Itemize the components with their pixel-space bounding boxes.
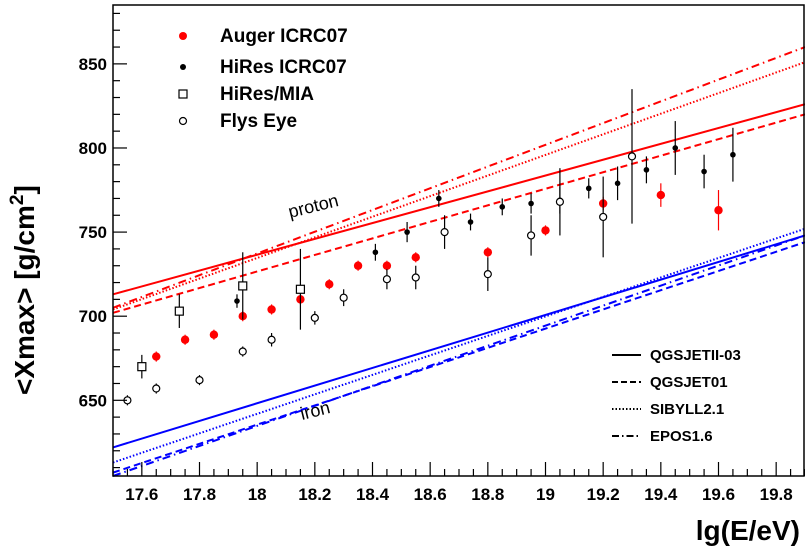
legend-auger-label: Auger ICRC07 — [220, 26, 348, 47]
data-point-auger — [267, 305, 276, 314]
legend-sibyll-label: SIBYLL2.1 — [650, 401, 724, 418]
legend-models: QGSJETII-03 QGSJET01 SIBYLL2.1 EPOS1.6 — [612, 347, 741, 445]
legend-qgsjet01-label: QGSJET01 — [650, 374, 728, 391]
data-point-hires — [499, 204, 506, 210]
x-tick-label: 19 — [536, 485, 555, 504]
data-points — [123, 89, 736, 406]
data-point-auger — [541, 226, 550, 235]
x-tick-label: 17.8 — [183, 485, 216, 504]
data-point-flyseye — [152, 384, 161, 393]
data-point-hires — [672, 145, 679, 151]
iron-annotation: iron — [298, 397, 332, 424]
legend-flyseye-label: Flys Eye — [220, 111, 297, 132]
data-point-auger — [209, 330, 219, 339]
proton-line-solid — [112, 103, 805, 296]
x-tick-label: 18.2 — [298, 485, 331, 504]
data-point-flyseye — [339, 293, 348, 302]
data-point-flyseye — [440, 227, 449, 237]
data-point-auger — [483, 248, 493, 257]
data-point-hiresmia — [174, 306, 184, 316]
legend-hiresmia-label: HiRes/MIA — [220, 84, 314, 105]
data-point-flyseye — [411, 273, 420, 282]
legend-hires-marker — [180, 64, 186, 70]
data-point-hires — [614, 180, 621, 187]
data-point-flyseye — [599, 212, 608, 222]
data-point-flyseye — [627, 152, 637, 161]
data-point-hiresmia — [238, 281, 248, 291]
x-tick-label: 18.6 — [414, 485, 447, 504]
data-point-auger — [411, 253, 420, 262]
data-point-hires — [372, 249, 379, 256]
data-point-hires — [467, 219, 474, 225]
legend-auger-marker — [179, 32, 187, 40]
x-tick-label: 19.4 — [644, 485, 678, 504]
data-point-flyseye — [555, 197, 565, 206]
legend-epos-label: EPOS1.6 — [650, 428, 713, 445]
data-point-auger — [180, 335, 190, 344]
y-tick-label: 700 — [79, 307, 107, 326]
proton-annotation: proton — [286, 190, 340, 222]
x-tick-label: 18.4 — [356, 485, 390, 504]
data-point-auger — [325, 280, 334, 289]
data-point-hiresmia — [137, 362, 147, 372]
data-point-auger — [152, 352, 161, 361]
y-tick-label: 800 — [79, 139, 107, 158]
data-point-flyseye — [238, 347, 247, 356]
y-tick-label: 750 — [79, 223, 107, 242]
data-point-auger — [714, 206, 723, 215]
data-point-auger — [382, 261, 392, 270]
x-tick-label: 19.8 — [760, 485, 793, 504]
data-point-hires — [643, 167, 650, 173]
proton-line-dotted — [112, 61, 805, 311]
iron-line-dotted — [112, 227, 805, 464]
legend-data: Auger ICRC07 HiRes ICRC07 HiRes/MIA Flys… — [178, 26, 348, 132]
data-point-hires — [528, 200, 534, 207]
data-point-auger — [656, 190, 666, 200]
legend-flyseye-marker — [178, 116, 188, 126]
legend-hires-label: HiRes ICRC07 — [220, 57, 347, 78]
x-tick-label: 18.8 — [471, 485, 504, 504]
data-point-auger — [353, 261, 363, 270]
legend-qgsjetii-label: QGSJETII-03 — [650, 347, 741, 364]
data-point-flyseye — [483, 270, 492, 279]
x-tick-label: 19.6 — [702, 485, 735, 504]
iron-line-dashed — [112, 241, 805, 474]
data-point-flyseye — [267, 335, 276, 344]
x-axis-title: lg(E/eV) — [696, 515, 800, 546]
x-tick-label: 17.6 — [125, 485, 158, 504]
data-point-hires — [585, 185, 592, 192]
data-point-flyseye — [310, 313, 319, 322]
proton-line-dashdot — [112, 46, 805, 309]
x-axis-ticks: 17.6 17.8 18 18.2 18.4 18.6 18.8 19 19.2 19.4 19.6… — [112, 462, 805, 504]
y-axis-ticks: 650 700 750 800 850 — [79, 12, 127, 469]
data-point-flyseye — [526, 231, 536, 240]
data-point-hires — [701, 168, 707, 175]
x-tick-label: 18 — [248, 485, 267, 504]
y-tick-label: 650 — [79, 391, 107, 410]
x-tick-label: 19.2 — [587, 485, 620, 504]
data-point-hires — [436, 195, 442, 202]
proton-line-dashed — [112, 113, 805, 314]
data-point-hires — [730, 151, 736, 158]
data-point-flyseye — [195, 376, 204, 385]
data-point-flyseye — [382, 275, 392, 284]
data-point-hiresmia — [295, 284, 306, 294]
model-lines — [112, 46, 805, 477]
legend-hiresmia-marker — [178, 89, 188, 99]
y-axis-title: <Xmax> [g/cm2] — [7, 185, 40, 395]
iron-line-solid — [112, 234, 805, 449]
data-point-hires — [404, 229, 410, 235]
y-tick-label: 850 — [79, 55, 107, 74]
data-point-hires — [234, 298, 240, 304]
